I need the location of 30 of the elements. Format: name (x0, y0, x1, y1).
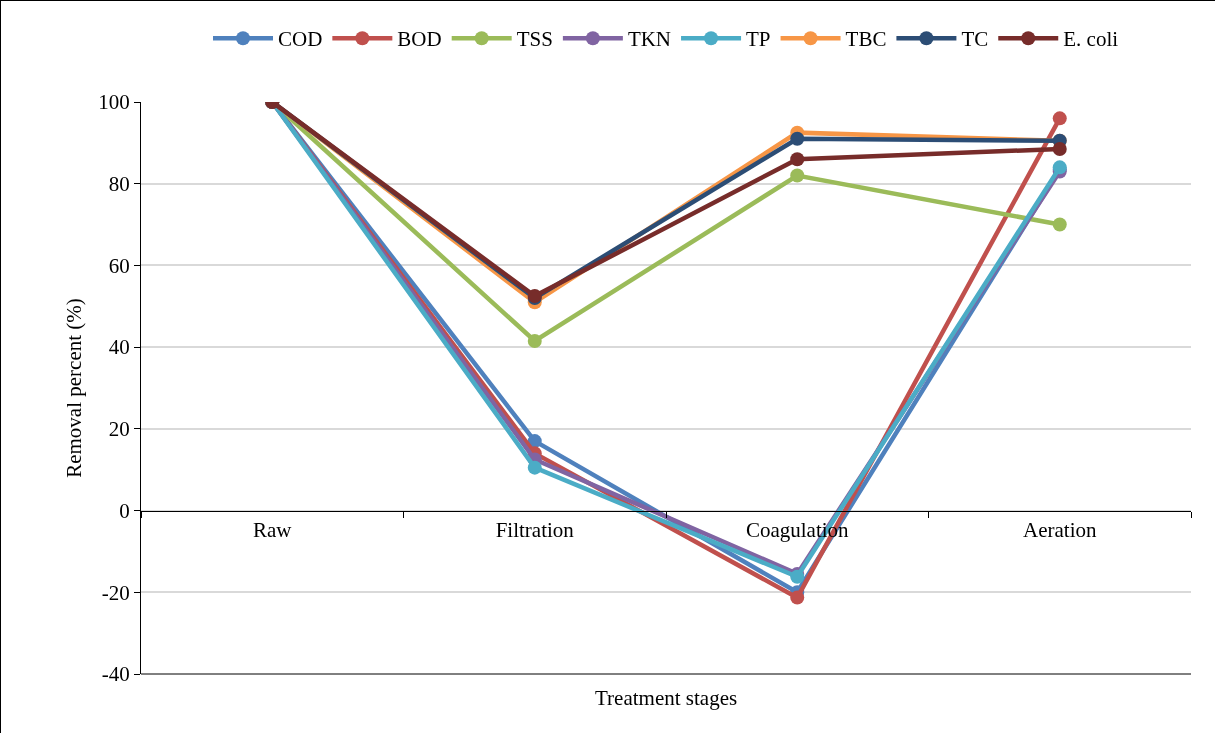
x-tick-label: Raw (253, 517, 293, 542)
point (527, 334, 542, 348)
point (790, 131, 805, 146)
y-axis-title: Removal percent (%) (62, 298, 87, 478)
x-axis-title: Treatment stages (595, 686, 738, 710)
legend-label: BOD (397, 27, 442, 52)
point (527, 460, 542, 475)
legend-label: E. coli (1063, 27, 1119, 52)
legend-label: TSS (516, 27, 553, 52)
x-tick-label: Filtration (495, 517, 575, 542)
legend-label: TC (961, 27, 989, 52)
point (1052, 141, 1067, 156)
point (790, 152, 805, 167)
legend-label: TBC (845, 27, 887, 52)
point (1052, 217, 1067, 232)
point (790, 168, 805, 183)
legend-label: TKN (627, 27, 672, 52)
y-tick-label: 100 (98, 90, 130, 115)
point (1052, 111, 1067, 126)
y-tick-label: -40 (101, 662, 130, 687)
legend-label: TP (746, 27, 771, 52)
y-tick-label: -20 (101, 580, 130, 605)
y-tick-label: 20 (108, 417, 130, 442)
y-tick-label: 40 (108, 335, 130, 360)
y-tick-label: 0 (119, 498, 130, 523)
legend-label: COD (278, 27, 323, 52)
y-tick-label: 60 (108, 253, 130, 278)
point (790, 590, 805, 605)
x-tick-label: Aeration (1023, 517, 1097, 542)
y-tick-label: 80 (108, 172, 130, 197)
